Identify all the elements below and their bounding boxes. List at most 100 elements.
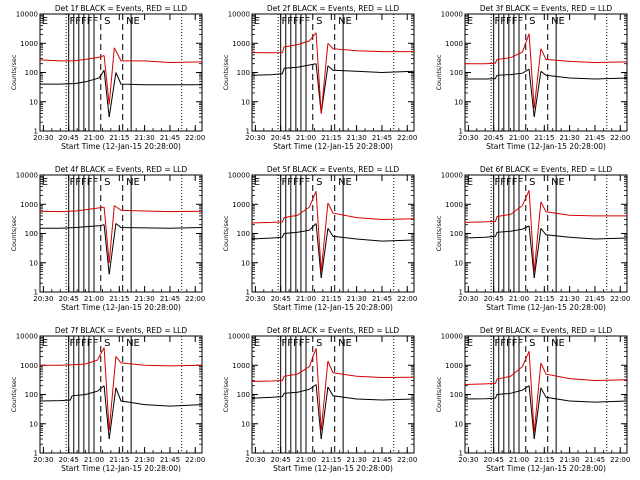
plot-frame <box>464 13 628 132</box>
flag-label: E <box>254 338 260 349</box>
panel-title: Det 2f BLACK = Events, RED = LLD <box>267 4 400 13</box>
x-tick-label: 20:45 <box>59 456 79 464</box>
x-axis-label: Start Time (12-Jan-15 20:28:00) <box>61 464 181 473</box>
x-tick-label: 21:00 <box>509 456 529 464</box>
panel-title: Det 9f BLACK = Events, RED = LLD <box>480 326 613 335</box>
x-tick-label: 20:30 <box>33 134 53 142</box>
x-tick-label: 20:30 <box>33 295 53 303</box>
x-tick-label: 21:15 <box>109 295 129 303</box>
lld-series <box>327 360 415 379</box>
lld-series-gap <box>315 191 322 272</box>
y-axis-label: Counts/sec <box>435 215 443 251</box>
y-tick-label: 100 <box>450 230 463 238</box>
lld-series <box>113 47 203 64</box>
y-tick-label: 10 <box>454 420 463 428</box>
y-tick-label: 10000 <box>16 172 38 180</box>
x-axis-label: Start Time (12-Jan-15 20:28:00) <box>486 142 606 151</box>
y-axis-label: Counts/sec <box>10 54 18 90</box>
x-tick-label: 22:00 <box>397 295 417 303</box>
flag-label: S <box>104 177 110 188</box>
flag-label: S <box>104 338 110 349</box>
x-tick-label: 21:00 <box>509 134 529 142</box>
events-series-gap <box>103 70 110 118</box>
y-tick-label: 1 <box>34 128 38 136</box>
y-tick-label: 100 <box>25 69 38 77</box>
y-axis-label: Counts/sec <box>222 215 230 251</box>
lld-series <box>464 351 530 385</box>
flag-label: E <box>254 177 260 188</box>
events-series <box>115 72 202 86</box>
x-tick-label: 20:30 <box>33 456 53 464</box>
plot-frame <box>251 174 415 293</box>
flag-label: E <box>42 16 48 27</box>
events-series <box>327 65 415 74</box>
x-axis-label: Start Time (12-Jan-15 20:28:00) <box>273 464 393 473</box>
events-series <box>251 384 317 399</box>
y-tick-label: 1000 <box>445 362 463 370</box>
flag-label: FFFFF <box>495 338 524 349</box>
y-tick-label: 1000 <box>445 201 463 209</box>
y-tick-label: 1 <box>459 450 463 458</box>
x-tick-label: 21:30 <box>560 456 580 464</box>
y-tick-label: 100 <box>450 391 463 399</box>
y-tick-label: 100 <box>25 391 38 399</box>
y-tick-label: 10000 <box>16 11 38 19</box>
events-series <box>251 63 317 76</box>
lld-series <box>540 362 628 382</box>
lld-series <box>114 205 203 213</box>
y-tick-label: 1 <box>246 289 250 297</box>
x-tick-label: 21:15 <box>534 456 554 464</box>
lld-series <box>251 348 317 382</box>
x-tick-label: 20:45 <box>271 456 291 464</box>
events-series-gap <box>103 385 110 440</box>
x-tick-label: 21:30 <box>347 456 367 464</box>
x-tick-label: 21:15 <box>534 134 554 142</box>
events-series-gap <box>315 223 322 279</box>
y-tick-label: 1000 <box>232 362 250 370</box>
flag-label: S <box>316 177 322 188</box>
panel-title: Det 7f BLACK = Events, RED = LLD <box>55 326 188 335</box>
plot-frame <box>39 335 203 454</box>
plot-frame <box>251 335 415 454</box>
lld-series <box>251 32 317 54</box>
lld-series-gap <box>103 207 110 263</box>
x-tick-label: 21:30 <box>135 295 155 303</box>
flag-label: S <box>316 338 322 349</box>
chart-panel-9: Det 9f BLACK = Events, RED = LLD 1 10 100 10… <box>435 326 630 473</box>
panel-title: Det 6f BLACK = Events, RED = LLD <box>480 165 613 174</box>
x-tick-label: 21:00 <box>296 134 316 142</box>
x-tick-label: 20:45 <box>484 134 504 142</box>
x-tick-label: 21:45 <box>160 295 180 303</box>
x-tick-label: 22:00 <box>185 134 205 142</box>
x-tick-label: 22:00 <box>185 456 205 464</box>
y-tick-label: 1 <box>246 450 250 458</box>
lld-series-gap <box>103 55 110 105</box>
flag-label: NE <box>338 16 352 27</box>
events-series <box>465 68 530 80</box>
y-tick-label: 10 <box>29 259 38 267</box>
y-tick-label: 1000 <box>445 40 463 48</box>
flag-label: NE <box>126 177 140 188</box>
chart-panel-5: Det 5f BLACK = Events, RED = LLD 1 10 100 10… <box>222 165 417 312</box>
flag-label: FFFFF <box>70 177 99 188</box>
events-series <box>115 223 203 229</box>
y-axis-label: Counts/sec <box>10 376 18 412</box>
flag-label: NE <box>338 338 352 349</box>
x-tick-label: 20:30 <box>458 456 478 464</box>
flag-label: S <box>529 338 535 349</box>
flag-label: E <box>42 177 48 188</box>
events-series <box>39 385 105 402</box>
lld-series-gap <box>320 202 329 272</box>
events-series-gap <box>108 223 117 275</box>
lld-series-gap <box>533 362 542 433</box>
flag-label: FFFFF <box>495 177 524 188</box>
y-tick-label: 1000 <box>20 40 38 48</box>
x-tick-label: 22:00 <box>397 134 417 142</box>
x-tick-label: 21:15 <box>109 134 129 142</box>
events-series <box>464 225 530 239</box>
x-tick-label: 21:45 <box>160 134 180 142</box>
lld-series <box>540 201 627 217</box>
lld-series-gap <box>103 347 110 431</box>
y-tick-label: 1 <box>246 128 250 136</box>
y-tick-label: 10000 <box>441 11 463 19</box>
